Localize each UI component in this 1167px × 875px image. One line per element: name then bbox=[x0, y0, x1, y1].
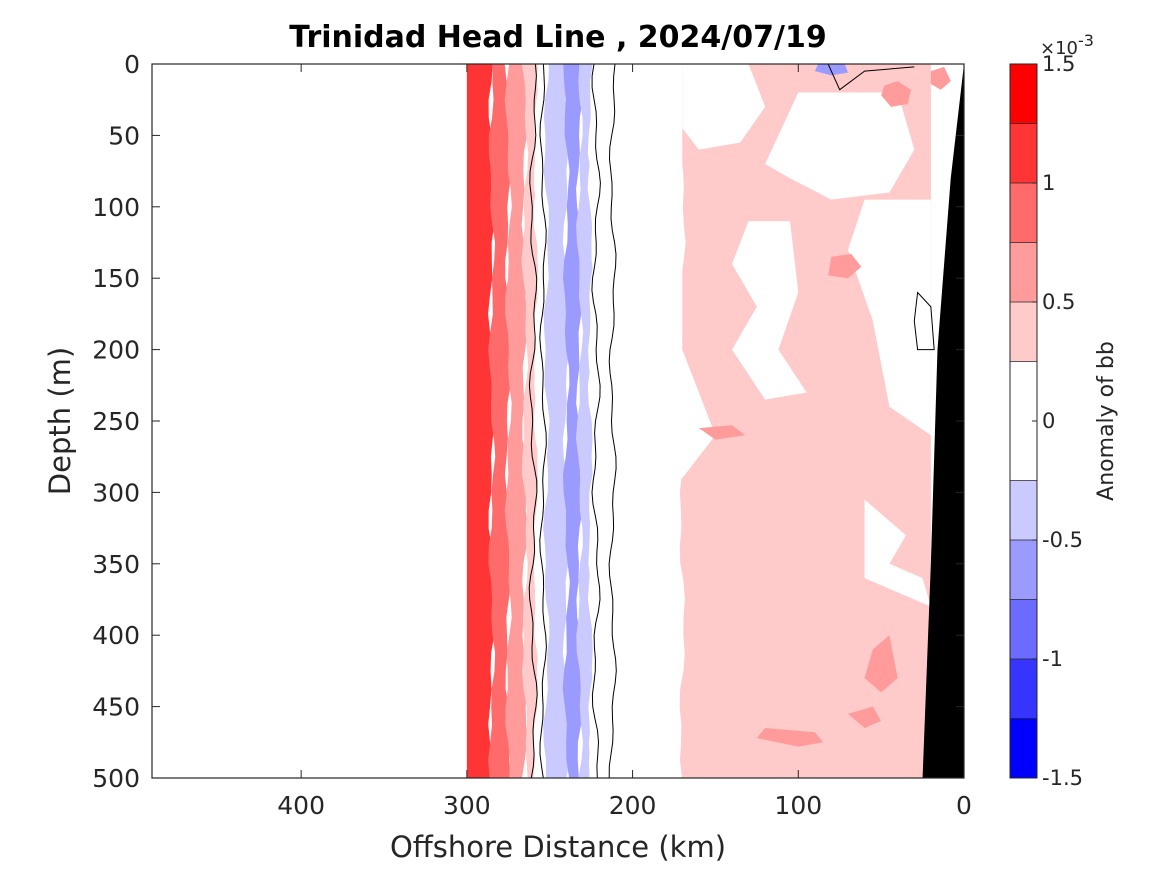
colorbar-swatch bbox=[1010, 242, 1037, 302]
near-zero-patch bbox=[682, 64, 766, 150]
anomaly-band bbox=[488, 64, 512, 778]
anomaly-band bbox=[543, 64, 570, 778]
colorbar-tick-label: -1.5 bbox=[1042, 766, 1083, 790]
near-zero-patch bbox=[864, 499, 931, 607]
x-tick-label: 400 bbox=[277, 791, 325, 820]
y-tick-label: 250 bbox=[92, 407, 140, 436]
x-tick-label: 100 bbox=[774, 791, 822, 820]
x-tick-label: 0 bbox=[956, 791, 972, 820]
x-axis-label: Offshore Distance (km) bbox=[390, 830, 726, 864]
y-axis-label: Depth (m) bbox=[43, 347, 77, 495]
high-anomaly-patch bbox=[881, 81, 911, 107]
colorbar-tick-label: 1 bbox=[1042, 171, 1055, 195]
y-tick-label: 100 bbox=[92, 193, 140, 222]
zero-contour bbox=[608, 64, 617, 778]
y-axis: 0 50 100 150 200 250 300 350 400 450 500 bbox=[92, 50, 964, 793]
colorbar bbox=[1009, 63, 1038, 779]
colorbar-tick-label: -1 bbox=[1042, 647, 1063, 671]
bathymetry bbox=[922, 64, 964, 778]
colorbar-swatch bbox=[1010, 480, 1037, 540]
x-tick-label: 200 bbox=[609, 791, 657, 820]
near-zero-patch bbox=[632, 64, 716, 479]
y-tick-label: 50 bbox=[108, 121, 140, 150]
colorbar-swatch bbox=[1010, 718, 1037, 778]
x-tick-label: 300 bbox=[443, 791, 491, 820]
contour-overlay bbox=[528, 64, 964, 778]
high-anomaly-patch bbox=[864, 635, 898, 693]
y-tick-label: 400 bbox=[92, 621, 140, 650]
zero-contour bbox=[528, 64, 538, 778]
y-tick-label: 150 bbox=[92, 264, 140, 293]
colorbar-multiplier-base: ×10 bbox=[1040, 38, 1078, 59]
x-axis: 400 300 200 100 0 bbox=[277, 64, 972, 820]
high-anomaly-patch bbox=[828, 253, 862, 279]
zero-contour bbox=[827, 64, 915, 91]
colorbar-swatch bbox=[1010, 302, 1037, 362]
zero-contour bbox=[591, 64, 601, 778]
high-anomaly-patch bbox=[698, 425, 746, 440]
colorbar-swatch bbox=[1010, 183, 1037, 243]
y-tick-label: 450 bbox=[92, 693, 140, 722]
colorbar-label: Anomaly of bb bbox=[1094, 341, 1119, 501]
colorbar-tick-label: 0 bbox=[1042, 409, 1055, 433]
y-tick-label: 300 bbox=[92, 478, 140, 507]
near-zero-patch bbox=[732, 221, 807, 400]
y-tick-label: 0 bbox=[124, 50, 140, 79]
near-zero-patch bbox=[765, 92, 915, 200]
high-anomaly-patch bbox=[930, 66, 951, 90]
y-tick-label: 500 bbox=[92, 764, 140, 793]
zero-contour bbox=[539, 64, 547, 778]
anomaly-band bbox=[521, 64, 540, 778]
near-zero-patch bbox=[848, 199, 931, 436]
high-anomaly-patch bbox=[756, 728, 824, 747]
colorbar-swatch bbox=[1010, 599, 1037, 659]
colorbar-tick-label: 1.5 bbox=[1042, 52, 1075, 76]
contour-fills bbox=[466, 64, 951, 778]
colorbar-swatch bbox=[1010, 123, 1037, 183]
high-anomaly-patch bbox=[848, 706, 882, 729]
colorbar-multiplier-exponent: -3 bbox=[1078, 31, 1094, 50]
colorbar-swatch bbox=[1010, 659, 1037, 719]
low-anomaly-patch bbox=[814, 64, 848, 76]
colorbar-ticks: 1.5 1 0.5 0 -0.5 -1 -1.5 bbox=[1032, 52, 1083, 790]
y-tick-label: 350 bbox=[92, 550, 140, 579]
colorbar-multiplier: ×10-3 bbox=[1040, 31, 1094, 59]
colorbar-swatch bbox=[1010, 64, 1037, 124]
colorbar-tick-label: -0.5 bbox=[1042, 528, 1083, 552]
anomaly-band bbox=[504, 64, 529, 778]
anomaly-band bbox=[466, 64, 496, 778]
zero-contour bbox=[913, 291, 935, 351]
chart-title: Trinidad Head Line , 2024/07/19 bbox=[289, 20, 826, 55]
y-tick-label: 200 bbox=[92, 336, 140, 365]
colorbar-swatch bbox=[1010, 540, 1037, 600]
colorbar-tick-label: 0.5 bbox=[1042, 290, 1075, 314]
